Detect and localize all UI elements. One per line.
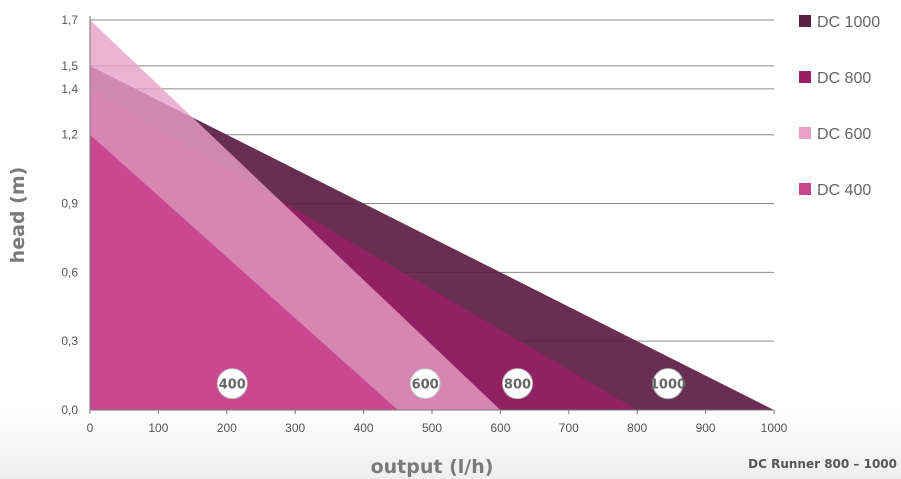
y-tick-label: 1,7 <box>61 13 78 27</box>
x-tick-label: 0 <box>87 421 94 435</box>
x-tick-label: 900 <box>696 421 716 435</box>
series-areas <box>90 20 774 411</box>
legend-swatch-dc-1000 <box>799 15 811 27</box>
y-tick-label: 0,6 <box>61 265 78 279</box>
legend-swatch-dc-400 <box>799 183 811 195</box>
series-badges: 1000 800 600 400 <box>216 368 686 400</box>
x-tick-label: 300 <box>285 421 305 435</box>
badge-label-dc-400: 400 <box>219 378 246 393</box>
x-tick-label: 100 <box>148 421 168 435</box>
x-axis-title: output (l/h) <box>371 456 494 478</box>
chart-caption: DC Runner 800 – 1000 <box>748 457 897 471</box>
legend-swatch-dc-800 <box>799 71 811 83</box>
area-dc-400 <box>90 134 398 411</box>
badge-circle-dc-600 <box>409 368 441 400</box>
legend-label-dc-400: DC 400 <box>817 182 871 199</box>
y-tick-label: 0,3 <box>61 334 78 348</box>
x-tick-label: 700 <box>559 421 579 435</box>
y-tick-label: 0,9 <box>61 197 78 211</box>
badge-circle-dc-800 <box>502 368 533 400</box>
legend-swatch-dc-600 <box>799 127 811 139</box>
legend-label-dc-800: DC 800 <box>817 70 871 87</box>
x-tick-label: 500 <box>422 421 442 435</box>
badge-circle-dc-1000 <box>652 368 684 400</box>
badge-label-dc-1000: 1000 <box>650 378 686 393</box>
badge-label-dc-600: 600 <box>412 378 439 393</box>
badge-circle-dc-400 <box>216 368 248 400</box>
x-tick-label: 200 <box>217 421 237 435</box>
x-tick-label: 400 <box>354 421 374 435</box>
y-tick-label: 0,0 <box>61 403 78 417</box>
y-tick-label: 1,5 <box>61 59 78 73</box>
x-tick-label: 600 <box>490 421 510 435</box>
x-tick-label: 800 <box>627 421 647 435</box>
legend: DC 1000 DC 800 DC 600 DC 400 <box>799 14 880 199</box>
x-tick-label: 1000 <box>761 421 788 435</box>
badge-label-dc-800: 800 <box>504 378 531 393</box>
axes: 0,0 0,3 0,6 0,9 1,2 1,4 1,5 1,7 0 100 200 300 400 500… <box>61 13 787 435</box>
legend-label-dc-1000: DC 1000 <box>817 14 880 31</box>
y-axis-title: head (m) <box>7 167 29 264</box>
legend-label-dc-600: DC 600 <box>817 126 871 143</box>
y-tick-label: 1,2 <box>61 128 78 142</box>
y-tick-label: 1,4 <box>61 82 78 96</box>
